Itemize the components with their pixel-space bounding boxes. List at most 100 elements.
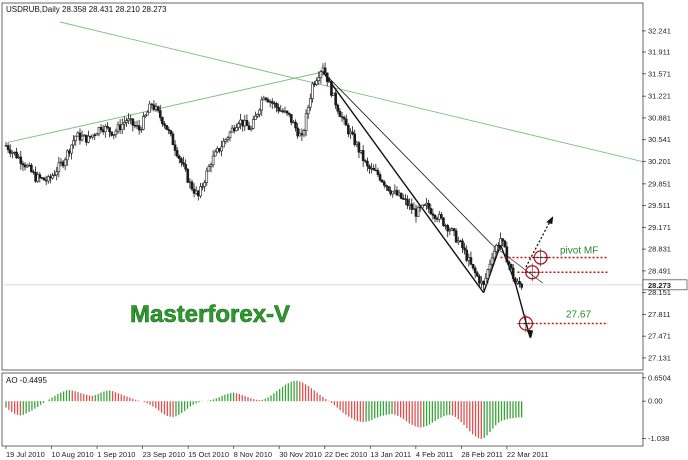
candle-body (8, 149, 12, 154)
candle (19, 150, 23, 170)
candle-body (139, 128, 143, 131)
candle-body (298, 133, 302, 137)
candle (120, 118, 124, 135)
candle (224, 138, 228, 145)
candle-body (38, 174, 42, 178)
candle (294, 119, 297, 132)
candle (478, 274, 481, 288)
candle-body (256, 113, 259, 117)
candle (264, 97, 268, 102)
candle-body (332, 92, 335, 96)
time-tick-label: 1 Sep 2010 (97, 450, 135, 459)
candle (497, 242, 500, 248)
candle-body (180, 158, 183, 163)
candle-body (251, 119, 255, 129)
candle-body (99, 127, 103, 131)
candle-body (25, 165, 29, 168)
candle-body (406, 199, 409, 206)
candle (42, 177, 46, 181)
candle-body (260, 99, 264, 111)
candle-body (40, 177, 44, 179)
candle-body (167, 129, 171, 131)
candle (201, 182, 204, 191)
candle-body (429, 208, 433, 215)
candle (296, 122, 299, 139)
candle-body (309, 98, 312, 108)
up-arrow-head (546, 216, 554, 225)
candle-body (385, 185, 388, 187)
candle-body (150, 103, 154, 106)
candle (251, 115, 255, 130)
candle-body (418, 206, 422, 209)
candle-body (437, 214, 441, 220)
candle-body (49, 176, 52, 179)
candle-body (165, 125, 168, 130)
ao-tick-label: 0.6504 (648, 373, 671, 382)
candle-body (315, 80, 318, 85)
candle (520, 282, 523, 290)
candle (399, 192, 403, 200)
candle-body (490, 257, 494, 265)
candle-body (188, 181, 192, 184)
candle-body (292, 121, 295, 124)
candle-body (148, 103, 152, 113)
candle (163, 121, 166, 129)
candle-body (245, 119, 249, 126)
candle (503, 239, 507, 248)
candle (380, 179, 384, 183)
candle-body (342, 117, 346, 120)
candle (391, 191, 395, 198)
minor-line (491, 244, 543, 284)
candle-body (319, 71, 323, 78)
candle-body (169, 130, 173, 135)
candle (406, 195, 409, 210)
candle-body (353, 133, 357, 145)
candle-body (218, 148, 221, 152)
candle-body (106, 126, 109, 128)
candle-body (300, 133, 304, 136)
candle (235, 123, 238, 132)
candle-body (463, 247, 466, 251)
candle-body (501, 238, 504, 242)
candle (156, 105, 160, 113)
candle (131, 118, 135, 132)
candle (87, 130, 90, 144)
time-tick-label: 22 Mar 2011 (507, 450, 549, 459)
time-tick-label: 30 Nov 2010 (279, 450, 322, 459)
candle (353, 129, 357, 147)
candle (220, 140, 223, 157)
candle (442, 217, 445, 227)
candle (15, 147, 18, 159)
candle (72, 134, 75, 149)
candle (63, 157, 67, 171)
candle-body (486, 269, 490, 279)
time-tick-label: 15 Oct 2010 (188, 450, 229, 459)
candle-body (370, 167, 373, 170)
candle-body (507, 261, 511, 265)
candle-body (414, 208, 418, 217)
price-tick-label: 27.131 (648, 353, 671, 362)
candle (97, 126, 101, 137)
candle (484, 273, 488, 288)
candle-body (70, 144, 73, 154)
candle-body (118, 124, 122, 131)
watermark-logo: Masterforex-V (130, 301, 290, 328)
candle (8, 144, 12, 158)
candle (344, 114, 348, 126)
candle-body (235, 127, 238, 132)
candle (256, 113, 259, 119)
candle-body (78, 132, 82, 141)
candle-body (270, 101, 274, 104)
candle-body (444, 225, 447, 227)
candle (452, 228, 456, 237)
main-header: USDRUB,Daily 28.358 28.431 28.210 28.273 (6, 5, 167, 14)
candle-body (374, 169, 378, 172)
candle (448, 227, 452, 236)
candle-body (203, 182, 206, 187)
ao-tick-label: -1.038 (648, 434, 669, 443)
candle-body (226, 137, 230, 140)
candle (454, 228, 458, 243)
candle-body (91, 134, 94, 138)
candle-body (184, 164, 187, 170)
